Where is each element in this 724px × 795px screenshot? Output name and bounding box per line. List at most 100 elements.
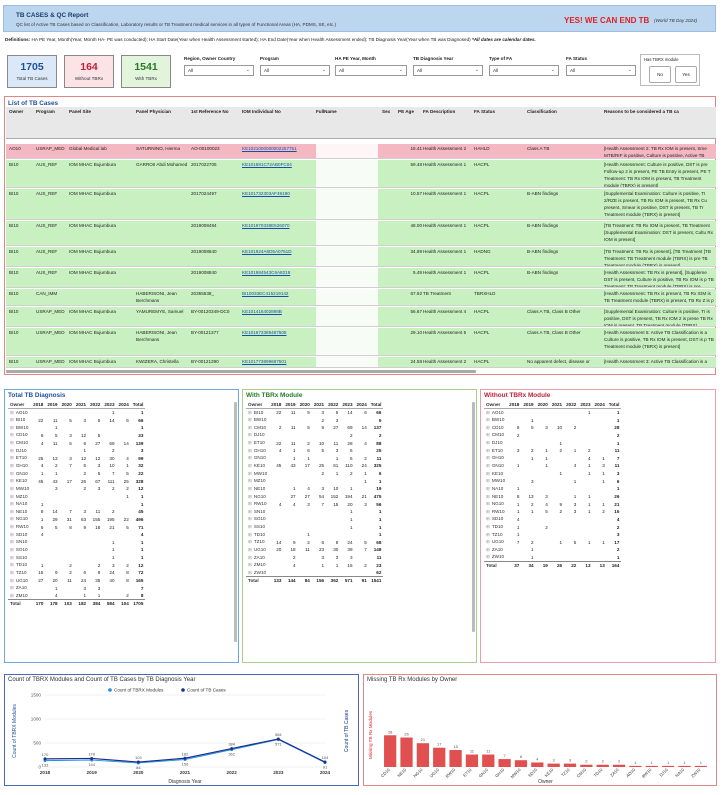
matrix-col-header[interactable]: 2024 [354, 401, 369, 410]
expand-icon[interactable]: ⊞ [10, 531, 14, 537]
expand-icon[interactable]: ⊞ [486, 501, 490, 507]
matrix-owner[interactable]: ⊞ CM10 [246, 424, 269, 432]
expand-icon[interactable]: ⊞ [10, 516, 14, 522]
list-row[interactable]: AO10 USRAP_MED Global Medical lab SATURNINO… [6, 144, 716, 159]
matrix-owner[interactable]: ⊞ BI10 [8, 416, 31, 424]
matrix-owner[interactable]: ⊞ CM10 [8, 439, 31, 447]
matrix-owner[interactable]: ⊞ DJ10 [484, 439, 507, 447]
list-cell-iom[interactable]: KE101416402898B [242, 309, 282, 314]
expand-icon[interactable]: ⊞ [248, 562, 252, 568]
matrix-owner[interactable]: ⊞ SD10 [484, 516, 507, 524]
matrix-owner[interactable]: ⊞ DJ10 [8, 447, 31, 455]
expand-icon[interactable]: ⊞ [486, 447, 490, 453]
list-row[interactable]: BI10 CAN_IMM HABERISONI, Jean Berchmans 203… [6, 289, 716, 306]
expand-icon[interactable]: ⊞ [486, 524, 490, 530]
expand-icon[interactable]: ⊞ [486, 440, 490, 446]
matrix-owner[interactable]: ⊞ ZM10 [246, 561, 269, 569]
expand-icon[interactable]: ⊞ [10, 585, 14, 591]
expand-icon[interactable]: ⊞ [486, 424, 490, 430]
expand-icon[interactable]: ⊞ [248, 554, 252, 560]
matrix-col-header[interactable]: Total [368, 401, 384, 410]
matrix-owner[interactable]: ⊞ SS10 [8, 554, 31, 562]
expand-icon[interactable]: ⊞ [248, 440, 252, 446]
matrix-col-header[interactable]: 2022 [564, 401, 579, 410]
matrix-owner[interactable]: ⊞ SS10 [246, 523, 269, 531]
list-column-header[interactable]: Sex [382, 109, 391, 114]
expand-icon[interactable]: ⊞ [248, 485, 252, 491]
matrix-owner[interactable]: ⊞ MW10 [246, 470, 269, 478]
expand-icon[interactable]: ⊞ [486, 508, 490, 514]
expand-icon[interactable]: ⊞ [10, 478, 14, 484]
list-column-header[interactable]: Panel Site [69, 109, 91, 114]
expand-icon[interactable]: ⊞ [10, 539, 14, 545]
list-column-header[interactable]: PE Age [398, 109, 414, 114]
matrix-owner[interactable]: ⊞ BW10 [8, 424, 31, 432]
expand-icon[interactable]: ⊞ [10, 409, 14, 415]
matrix-owner[interactable]: ⊞ AO10 [484, 409, 507, 417]
matrix-owner[interactable]: ⊞ BW10 [246, 416, 269, 424]
expand-icon[interactable]: ⊞ [486, 432, 490, 438]
matrix-owner[interactable]: ⊞ AO10 [8, 409, 31, 417]
expand-icon[interactable]: ⊞ [248, 531, 252, 537]
expand-icon[interactable]: ⊞ [10, 554, 14, 560]
matrix-col-header[interactable]: 2018 [31, 401, 46, 410]
list-cell-iom[interactable]: KE101673389487505 [242, 330, 287, 335]
matrix-owner[interactable]: ⊞ GH10 [246, 447, 269, 455]
expand-icon[interactable]: ⊞ [248, 462, 252, 468]
expand-icon[interactable]: ⊞ [10, 562, 14, 568]
matrix-owner[interactable]: ⊞ KE10 [246, 462, 269, 470]
list-row[interactable]: BI10 USRAP_MED IOM MHAC Bujumbura KWIZERA, … [6, 357, 716, 368]
matrix-col-header[interactable]: 2021 [549, 401, 565, 410]
matrix-col-header[interactable]: 2024 [116, 401, 131, 410]
expand-icon[interactable]: ⊞ [10, 470, 14, 476]
list-cell-iom[interactable]: KE101970338E526070 [242, 223, 290, 228]
matrix-col-header[interactable]: Owner [484, 401, 508, 410]
list-row[interactable]: BI10 AUS_REF IOM MHAC Bujumbura GARROII Abd… [6, 160, 716, 188]
expand-icon[interactable]: ⊞ [248, 470, 252, 476]
list-row[interactable]: BI10 USRAP_MED IOM MHAC Bujumbura HABERISON… [6, 328, 716, 356]
expand-icon[interactable]: ⊞ [10, 455, 14, 461]
filter-dropdown[interactable]: All ⌄ [413, 65, 483, 76]
matrix-owner[interactable]: ⊞ KE10 [484, 470, 507, 478]
matrix-col-header[interactable]: Owner [8, 401, 32, 410]
expand-icon[interactable]: ⊞ [486, 462, 490, 468]
matrix-col-header[interactable]: 2020 [535, 401, 550, 410]
matrix-owner[interactable]: ⊞ NG10 [8, 516, 31, 524]
list-column-header[interactable]: FA Status [474, 109, 496, 114]
matrix-owner[interactable]: ⊞ ZA10 [8, 584, 31, 592]
list-cell-iom[interactable]: BI10033EC415219142 [242, 291, 289, 296]
matrix-owner[interactable]: ⊞ NA10 [484, 485, 507, 493]
expand-icon[interactable]: ⊞ [486, 539, 490, 545]
list-column-header[interactable]: Classification [527, 109, 557, 114]
list-column-header[interactable]: Owner [9, 109, 24, 114]
matrix-owner[interactable]: ⊞ GH10 [8, 462, 31, 470]
list-column-header[interactable]: 1st Reference No [191, 109, 229, 114]
matrix-col-header[interactable]: 2024 [592, 401, 607, 410]
matrix-col-header[interactable]: 2020 [297, 401, 312, 410]
matrix-owner[interactable]: ⊞ UG10 [8, 577, 31, 585]
expand-icon[interactable]: ⊞ [10, 577, 14, 583]
matrix-owner[interactable]: ⊞ CM10 [484, 432, 507, 440]
expand-icon[interactable]: ⊞ [248, 516, 252, 522]
list-row[interactable]: BI10 AUS_REF IOM MHAC Bujumbura 2019008840 K… [6, 268, 716, 288]
matrix-col-header[interactable]: Total [130, 401, 146, 410]
filter-dropdown[interactable]: All ⌄ [335, 65, 407, 76]
matrix-col-header[interactable]: 2021 [73, 401, 89, 410]
matrix-owner[interactable]: ⊞ RW10 [246, 500, 269, 508]
horizontal-scrollbar[interactable] [6, 370, 476, 373]
matrix-col-header[interactable]: 2019 [45, 401, 60, 410]
list-column-header[interactable]: Panel Physician [136, 109, 171, 114]
expand-icon[interactable]: ⊞ [486, 554, 490, 560]
matrix-owner[interactable]: ⊞ GN10 [8, 470, 31, 478]
matrix-owner[interactable]: ⊞ NE10 [484, 493, 507, 501]
filter-dropdown[interactable]: All ⌄ [184, 65, 254, 76]
matrix-col-header[interactable]: 2020 [59, 401, 74, 410]
expand-icon[interactable]: ⊞ [248, 455, 252, 461]
matrix-owner[interactable]: ⊞ ZA10 [484, 546, 507, 554]
expand-icon[interactable]: ⊞ [248, 424, 252, 430]
list-column-header[interactable]: FullName [316, 109, 337, 114]
matrix-owner[interactable]: ⊞ RW10 [8, 523, 31, 531]
expand-icon[interactable]: ⊞ [248, 409, 252, 415]
expand-icon[interactable]: ⊞ [248, 508, 252, 514]
expand-icon[interactable]: ⊞ [10, 432, 14, 438]
